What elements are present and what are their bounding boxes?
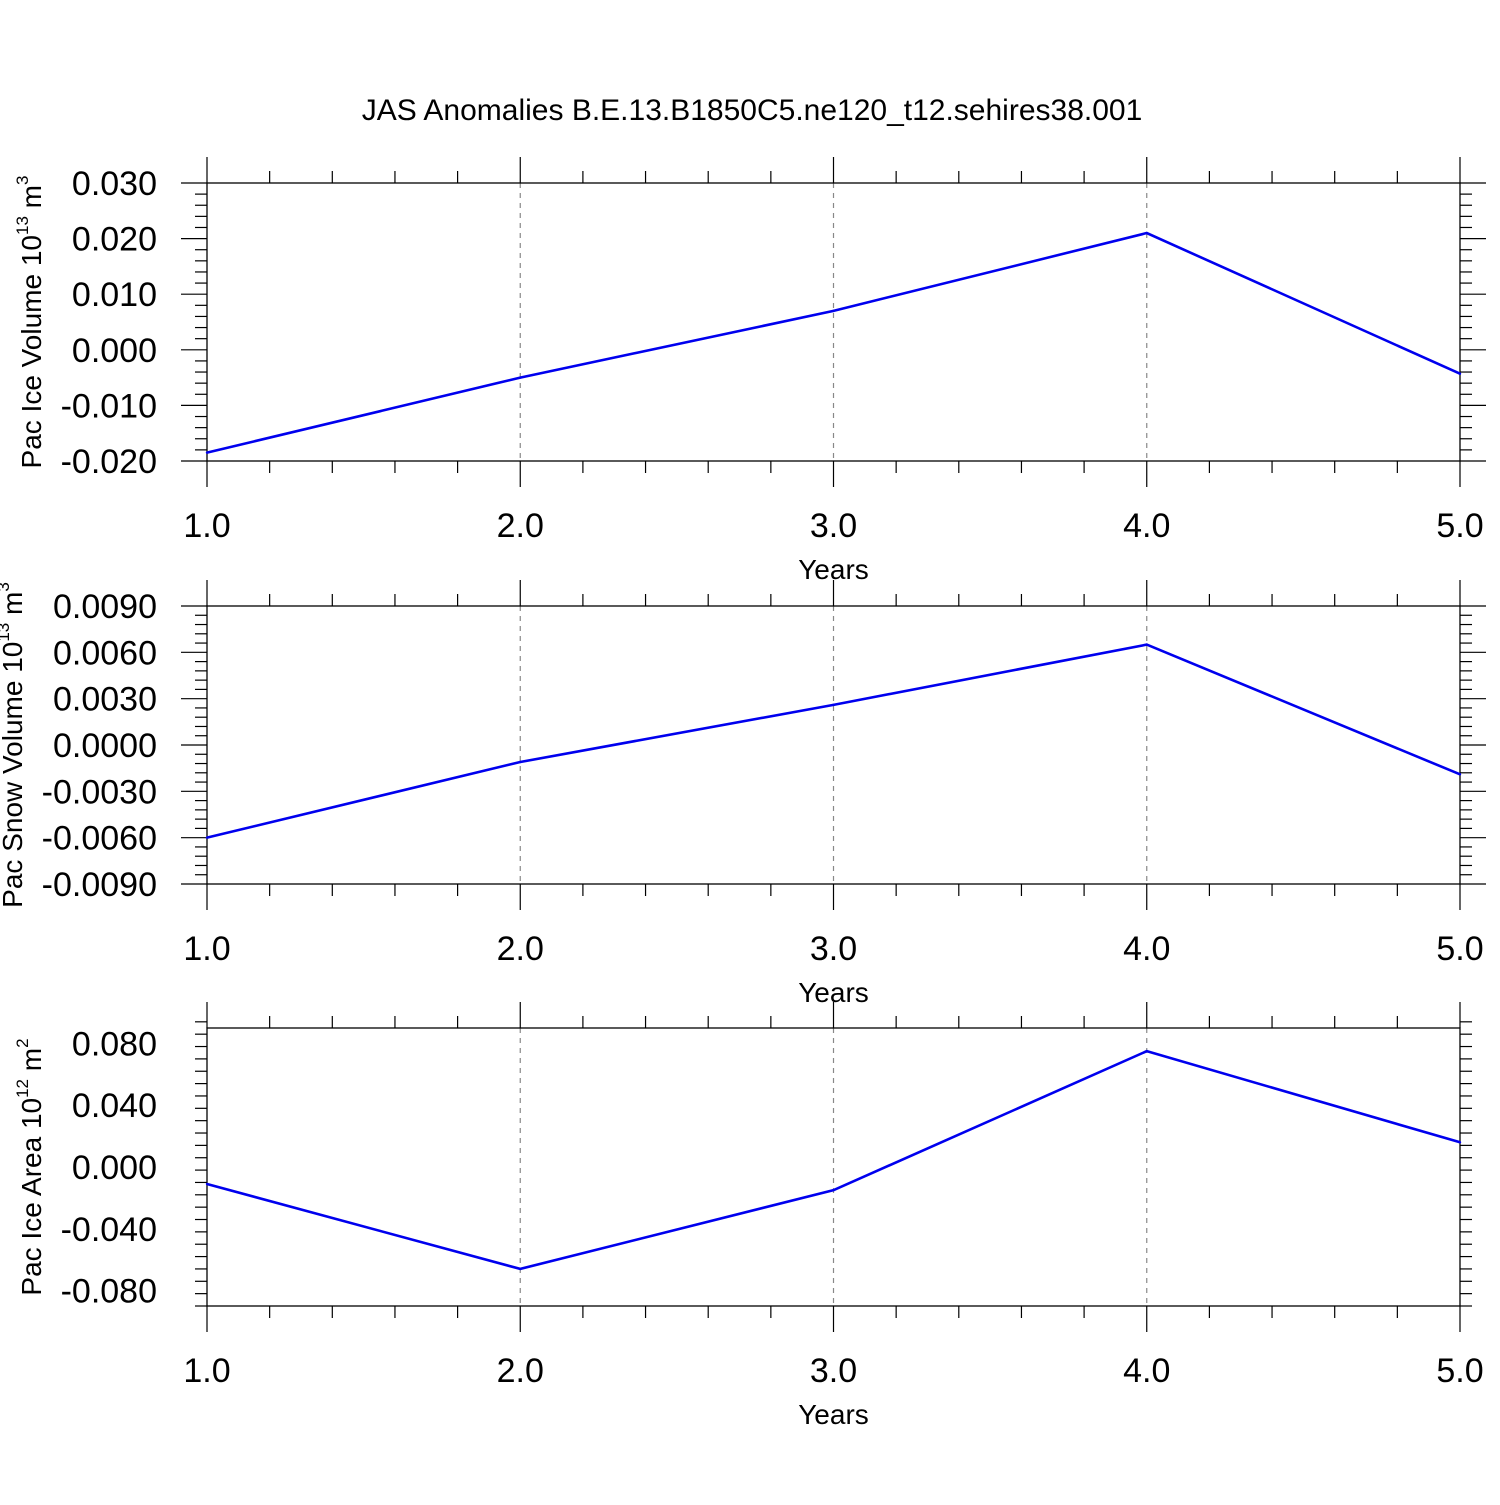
x-tick-label: 2.0: [497, 1352, 544, 1390]
data-point: [1458, 1141, 1462, 1144]
y-tick-label: 0.0030: [53, 681, 157, 719]
data-point: [519, 760, 522, 764]
data-point: [1458, 773, 1462, 776]
x-tick-label: 1.0: [183, 1352, 230, 1390]
chart-panel-2: 1.0 2.0 3.0 4.0 5.0Years-0.0090-0.0060-0.003…: [0, 580, 1486, 1008]
y-axis-label: Pac Ice Volume 1013 m3: [13, 176, 47, 469]
x-tick-label: 2.0: [497, 930, 544, 968]
y-axis-label: Pac Snow Volume 1013 m3: [0, 582, 28, 908]
figure-title: JAS Anomalies B.E.13.B1850C5.ne120_t12.s…: [362, 94, 1143, 127]
y-tick-label: -0.020: [61, 443, 157, 481]
y-tick-label: -0.0090: [42, 866, 157, 904]
x-tick-label: 4.0: [1123, 1352, 1170, 1390]
y-tick-label: 0.040: [72, 1087, 157, 1125]
data-point: [832, 309, 835, 313]
chart-panel-1: 1.0 2.0 3.0 4.0 5.0 Years -0.020 -0.010 0.000 0.0…: [13, 157, 1486, 585]
y-tick-label: 0.010: [72, 276, 157, 314]
y-axis-label: Pac Ice Area 1012 m2: [13, 1038, 47, 1295]
x-tick-label: 2.0: [497, 507, 544, 545]
x-tick-label: 5.0: [1436, 930, 1483, 968]
data-point: [519, 1267, 522, 1271]
x-axis-label: Years: [798, 554, 869, 585]
y-tick-label: 0.020: [72, 221, 157, 259]
x-tick-label: 5.0: [1436, 1352, 1483, 1390]
x-tick-label: 3.0: [810, 930, 857, 968]
y-tick-label: -0.0030: [42, 773, 157, 811]
data-point: [205, 451, 209, 454]
data-point: [1145, 1049, 1148, 1053]
y-tick-label: 0.0000: [53, 727, 157, 765]
y-tick-label: 0.000: [72, 332, 157, 370]
y-tick-label: -0.040: [61, 1211, 157, 1249]
data-point: [1145, 643, 1148, 646]
chart-panel-3: 1.0 2.0 3.0 4.0 5.0 Years -0.080 -0.040 0.000 0.0…: [13, 1002, 1484, 1430]
data-point: [1458, 372, 1462, 375]
x-tick-label: 3.0: [810, 1352, 857, 1390]
data-point: [519, 376, 522, 379]
data-point: [832, 1188, 835, 1192]
x-tick-label: 1.0: [183, 507, 230, 545]
x-tick-label: 3.0: [810, 507, 857, 545]
x-axis-label: Years: [798, 1399, 869, 1430]
x-tick-label: 1.0: [183, 930, 230, 968]
y-tick-label: 0.0090: [53, 588, 157, 626]
data-point: [1145, 231, 1148, 235]
y-tick-label: 0.000: [72, 1149, 157, 1187]
x-tick-label: 4.0: [1123, 930, 1170, 968]
y-tick-label: 0.0060: [53, 634, 157, 672]
y-tick-label: -0.0060: [42, 820, 157, 858]
y-tick-label: 0.030: [72, 165, 157, 203]
data-point: [205, 1182, 209, 1186]
y-tick-label: 0.080: [72, 1025, 157, 1063]
y-tick-label: -0.080: [61, 1273, 157, 1311]
y-tick-label: -0.010: [61, 387, 157, 425]
data-point: [205, 836, 209, 839]
x-tick-label: 4.0: [1123, 507, 1170, 545]
data-point: [832, 703, 835, 707]
x-tick-label: 5.0: [1436, 507, 1483, 545]
panels: 1.0 2.0 3.0 4.0 5.0 Years -0.020 -0.010 0.000 0.0…: [0, 157, 1486, 1430]
